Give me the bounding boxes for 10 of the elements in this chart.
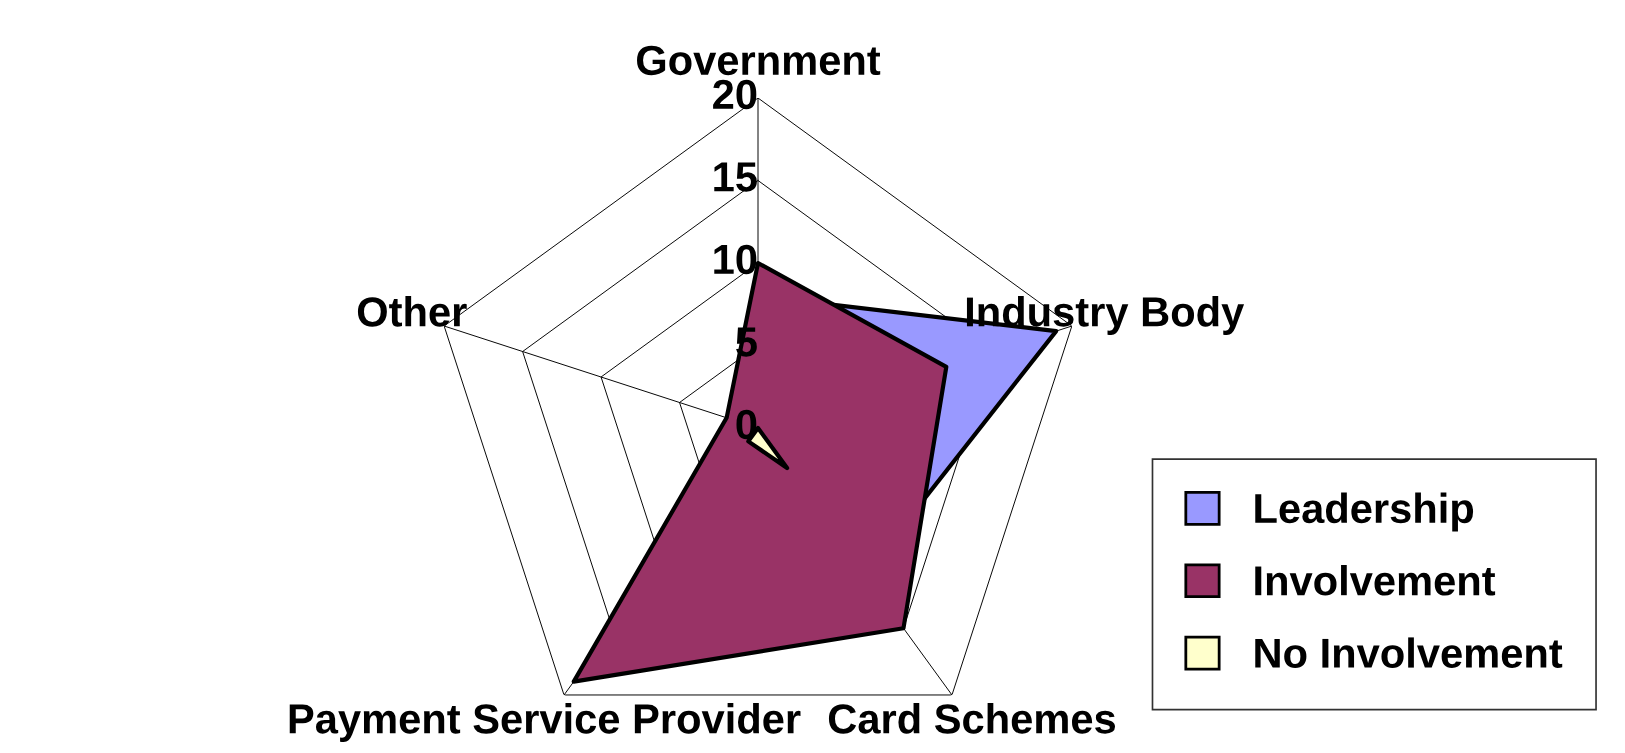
spoke-label: Government (637, 45, 881, 76)
spoke-label: Other (357, 296, 467, 327)
legend-label: Involvement (1255, 565, 1496, 596)
y-tick-label: 20 (713, 79, 757, 110)
y-tick-label: 10 (714, 244, 757, 275)
y-tick-label: 15 (714, 162, 757, 192)
legend-label: No Involvement (1255, 637, 1563, 669)
legend-label: Leadership (1255, 492, 1474, 532)
spoke-label: Payment Service Provider (289, 703, 801, 742)
spoke-label: Card Schemes (828, 703, 1116, 734)
